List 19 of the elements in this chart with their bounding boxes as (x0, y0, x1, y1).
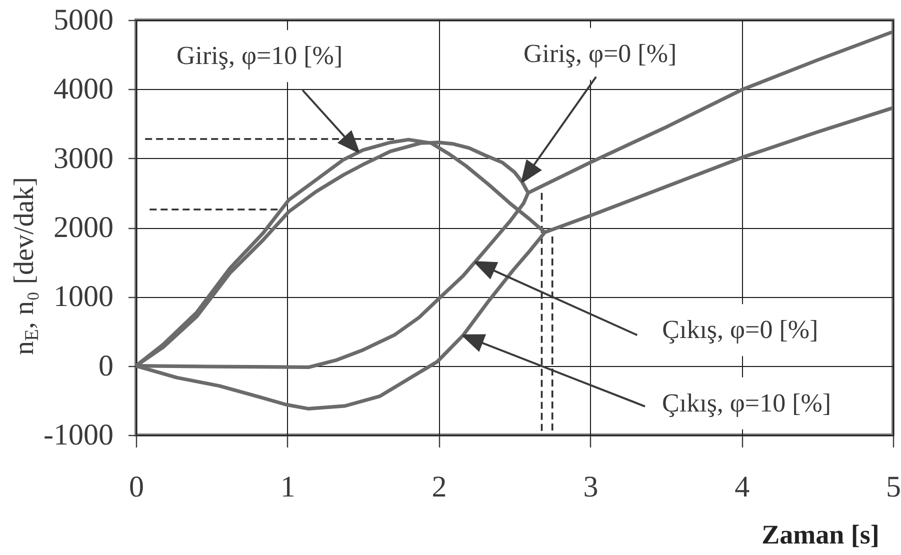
y-tick-label: 4000 (54, 72, 114, 106)
y-tick-label: -1000 (44, 418, 114, 452)
annotation: Çıkış, φ=10 [%] (662, 388, 832, 418)
x-axis-title: Zaman [s] (762, 520, 880, 550)
annotation: Giriş, φ=0 [%] (523, 38, 677, 68)
y-tick-label: 3000 (54, 142, 114, 175)
y-tick-label: 2000 (54, 211, 114, 244)
y-tick-label: 5000 (54, 4, 114, 36)
x-tick-label: 2 (432, 470, 447, 504)
x-tick-label: 1 (280, 470, 296, 504)
x-tick-label: 4 (734, 470, 750, 504)
y-axis-title: nE, n₀ [dev/dak] (9, 176, 43, 356)
annotation: Çıkış, φ=0 [%] (662, 315, 818, 344)
y-tick-label: 0 (98, 349, 114, 382)
y-tick-label: 1000 (54, 280, 114, 314)
annotation: Giriş, φ=10 [%] (176, 41, 343, 70)
x-tick-label: 5 (886, 470, 901, 504)
x-tick-label: 0 (129, 470, 144, 504)
x-tick-label: 3 (583, 470, 598, 504)
